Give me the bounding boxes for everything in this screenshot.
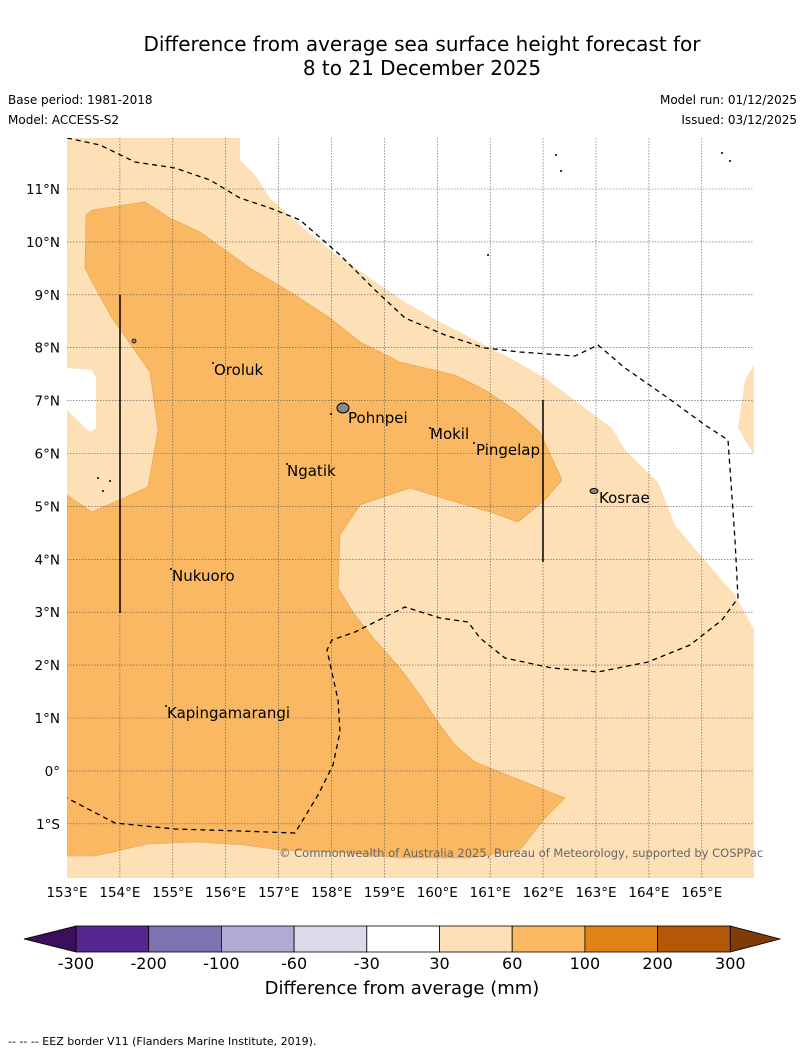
- colorbar-segment: [439, 925, 513, 953]
- latitude-labels: 11°N 10°N 9°N 8°N 7°N 6°N 5°N 4°N 3°N 2°N 1°N 0° 1°S: [26, 182, 60, 833]
- longitude-tick-label: 158°E: [311, 885, 352, 901]
- page-title: Difference from average sea surface heig…: [0, 32, 804, 80]
- colorbar-tick-label: 100: [570, 954, 601, 973]
- latitude-tick-label: 9°N: [35, 288, 60, 304]
- colorbar-segment: [148, 925, 222, 953]
- place-label-kapingamarangi: Kapingamarangi: [167, 704, 290, 722]
- title-line-1: Difference from average sea surface heig…: [143, 32, 701, 56]
- colorbar-title: Difference from average (mm): [264, 978, 540, 999]
- atoll-icon: [131, 338, 137, 344]
- colorbar-segment: [75, 925, 150, 953]
- place-label-ngatik: Ngatik: [287, 462, 336, 480]
- colorbar-tick-label: 300: [715, 954, 746, 973]
- gridlines: [67, 138, 754, 878]
- latitude-tick-label: 6°N: [35, 447, 60, 463]
- issued-date: Issued: 03/12/2025: [681, 113, 797, 127]
- colorbar-tick-label: -60: [281, 954, 307, 973]
- colorbar-segment: [293, 925, 368, 953]
- colorbar-extend-low: [23, 925, 77, 953]
- anomaly-minus30-30-region: [240, 138, 754, 630]
- colorbar-tick-label: -30: [354, 954, 380, 973]
- latitude-tick-label: 7°N: [35, 394, 60, 410]
- longitude-tick-label: 157°E: [258, 885, 299, 901]
- latitude-tick-label: 2°N: [35, 658, 60, 674]
- anomaly-minus30-30-west: [67, 368, 96, 432]
- longitude-tick-label: 165°E: [681, 885, 722, 901]
- colorbar-segment: [220, 925, 295, 953]
- place-label-pingelap: Pingelap: [476, 441, 540, 459]
- place-label-kosrae: Kosrae: [599, 489, 650, 507]
- latitude-tick-label: 4°N: [35, 552, 60, 568]
- colorbar-tick-labels: -300 -200 -100 -60 -30 30 60 100 200 300: [58, 954, 746, 973]
- longitude-tick-label: 161°E: [470, 885, 511, 901]
- model-run: Model run: 01/12/2025: [659, 93, 797, 107]
- colorbar-segment: [584, 925, 659, 953]
- latitude-tick-label: 3°N: [35, 605, 60, 621]
- longitude-tick-label: 162°E: [523, 885, 564, 901]
- place-label-mokil: Mokil: [430, 425, 469, 443]
- colorbar-tick-label: 60: [502, 954, 522, 973]
- colorbar-tick-label: -300: [58, 954, 94, 973]
- longitude-tick-label: 160°E: [417, 885, 458, 901]
- colorbar-tick-label: 30: [429, 954, 449, 973]
- kosrae-island-icon: [589, 488, 599, 494]
- colorbar-segment: [366, 925, 440, 953]
- place-label-nukuoro: Nukuoro: [172, 567, 235, 585]
- title-line-2: 8 to 21 December 2025: [302, 56, 542, 80]
- small-island-dots: [97, 152, 731, 707]
- eez-legend-note: -- -- -- EEZ border V11 (Flanders Marine…: [8, 1035, 317, 1048]
- model-name: Model: ACCESS-S2: [8, 113, 120, 127]
- latitude-tick-label: 8°N: [35, 341, 60, 357]
- map-area: Oroluk Pohnpei Mokil Pingelap Ngatik Kos…: [67, 138, 754, 878]
- longitude-tick-label: 155°E: [152, 885, 193, 901]
- colorbar: [23, 925, 782, 953]
- longitude-labels: 153°E 154°E 155°E 156°E 157°E 158°E 159°E 160°E…: [46, 885, 722, 901]
- latitude-tick-label: 5°N: [35, 499, 60, 515]
- latitude-tick-label: 10°N: [26, 235, 60, 251]
- longitude-tick-label: 164°E: [628, 885, 669, 901]
- latitude-tick-label: 1°N: [35, 711, 60, 727]
- colorbar-tick-label: 200: [642, 954, 673, 973]
- colorbar-extend-high: [729, 925, 782, 953]
- colorbar-tick-label: -200: [131, 954, 167, 973]
- colorbar-segment: [657, 925, 731, 953]
- place-label-oroluk: Oroluk: [214, 361, 263, 379]
- latitude-tick-label: 1°S: [36, 817, 60, 833]
- place-label-pohnpei: Pohnpei: [348, 409, 408, 427]
- longitude-tick-label: 154°E: [99, 885, 140, 901]
- longitude-tick-label: 163°E: [575, 885, 616, 901]
- colorbar-tick-label: -100: [203, 954, 239, 973]
- base-period: Base period: 1981-2018: [8, 93, 153, 107]
- longitude-tick-label: 156°E: [205, 885, 246, 901]
- eez-border: [67, 138, 739, 834]
- colorbar-segment: [511, 925, 586, 953]
- anomaly-60-100-region: [67, 201, 566, 859]
- longitude-tick-label: 153°E: [46, 885, 87, 901]
- latitude-tick-label: 0°: [45, 764, 60, 780]
- copyright-notice: © Commonwealth of Australia 2025, Bureau…: [279, 846, 763, 860]
- latitude-tick-label: 11°N: [26, 182, 60, 198]
- pohnpei-island-icon: [336, 402, 350, 414]
- longitude-tick-label: 159°E: [364, 885, 405, 901]
